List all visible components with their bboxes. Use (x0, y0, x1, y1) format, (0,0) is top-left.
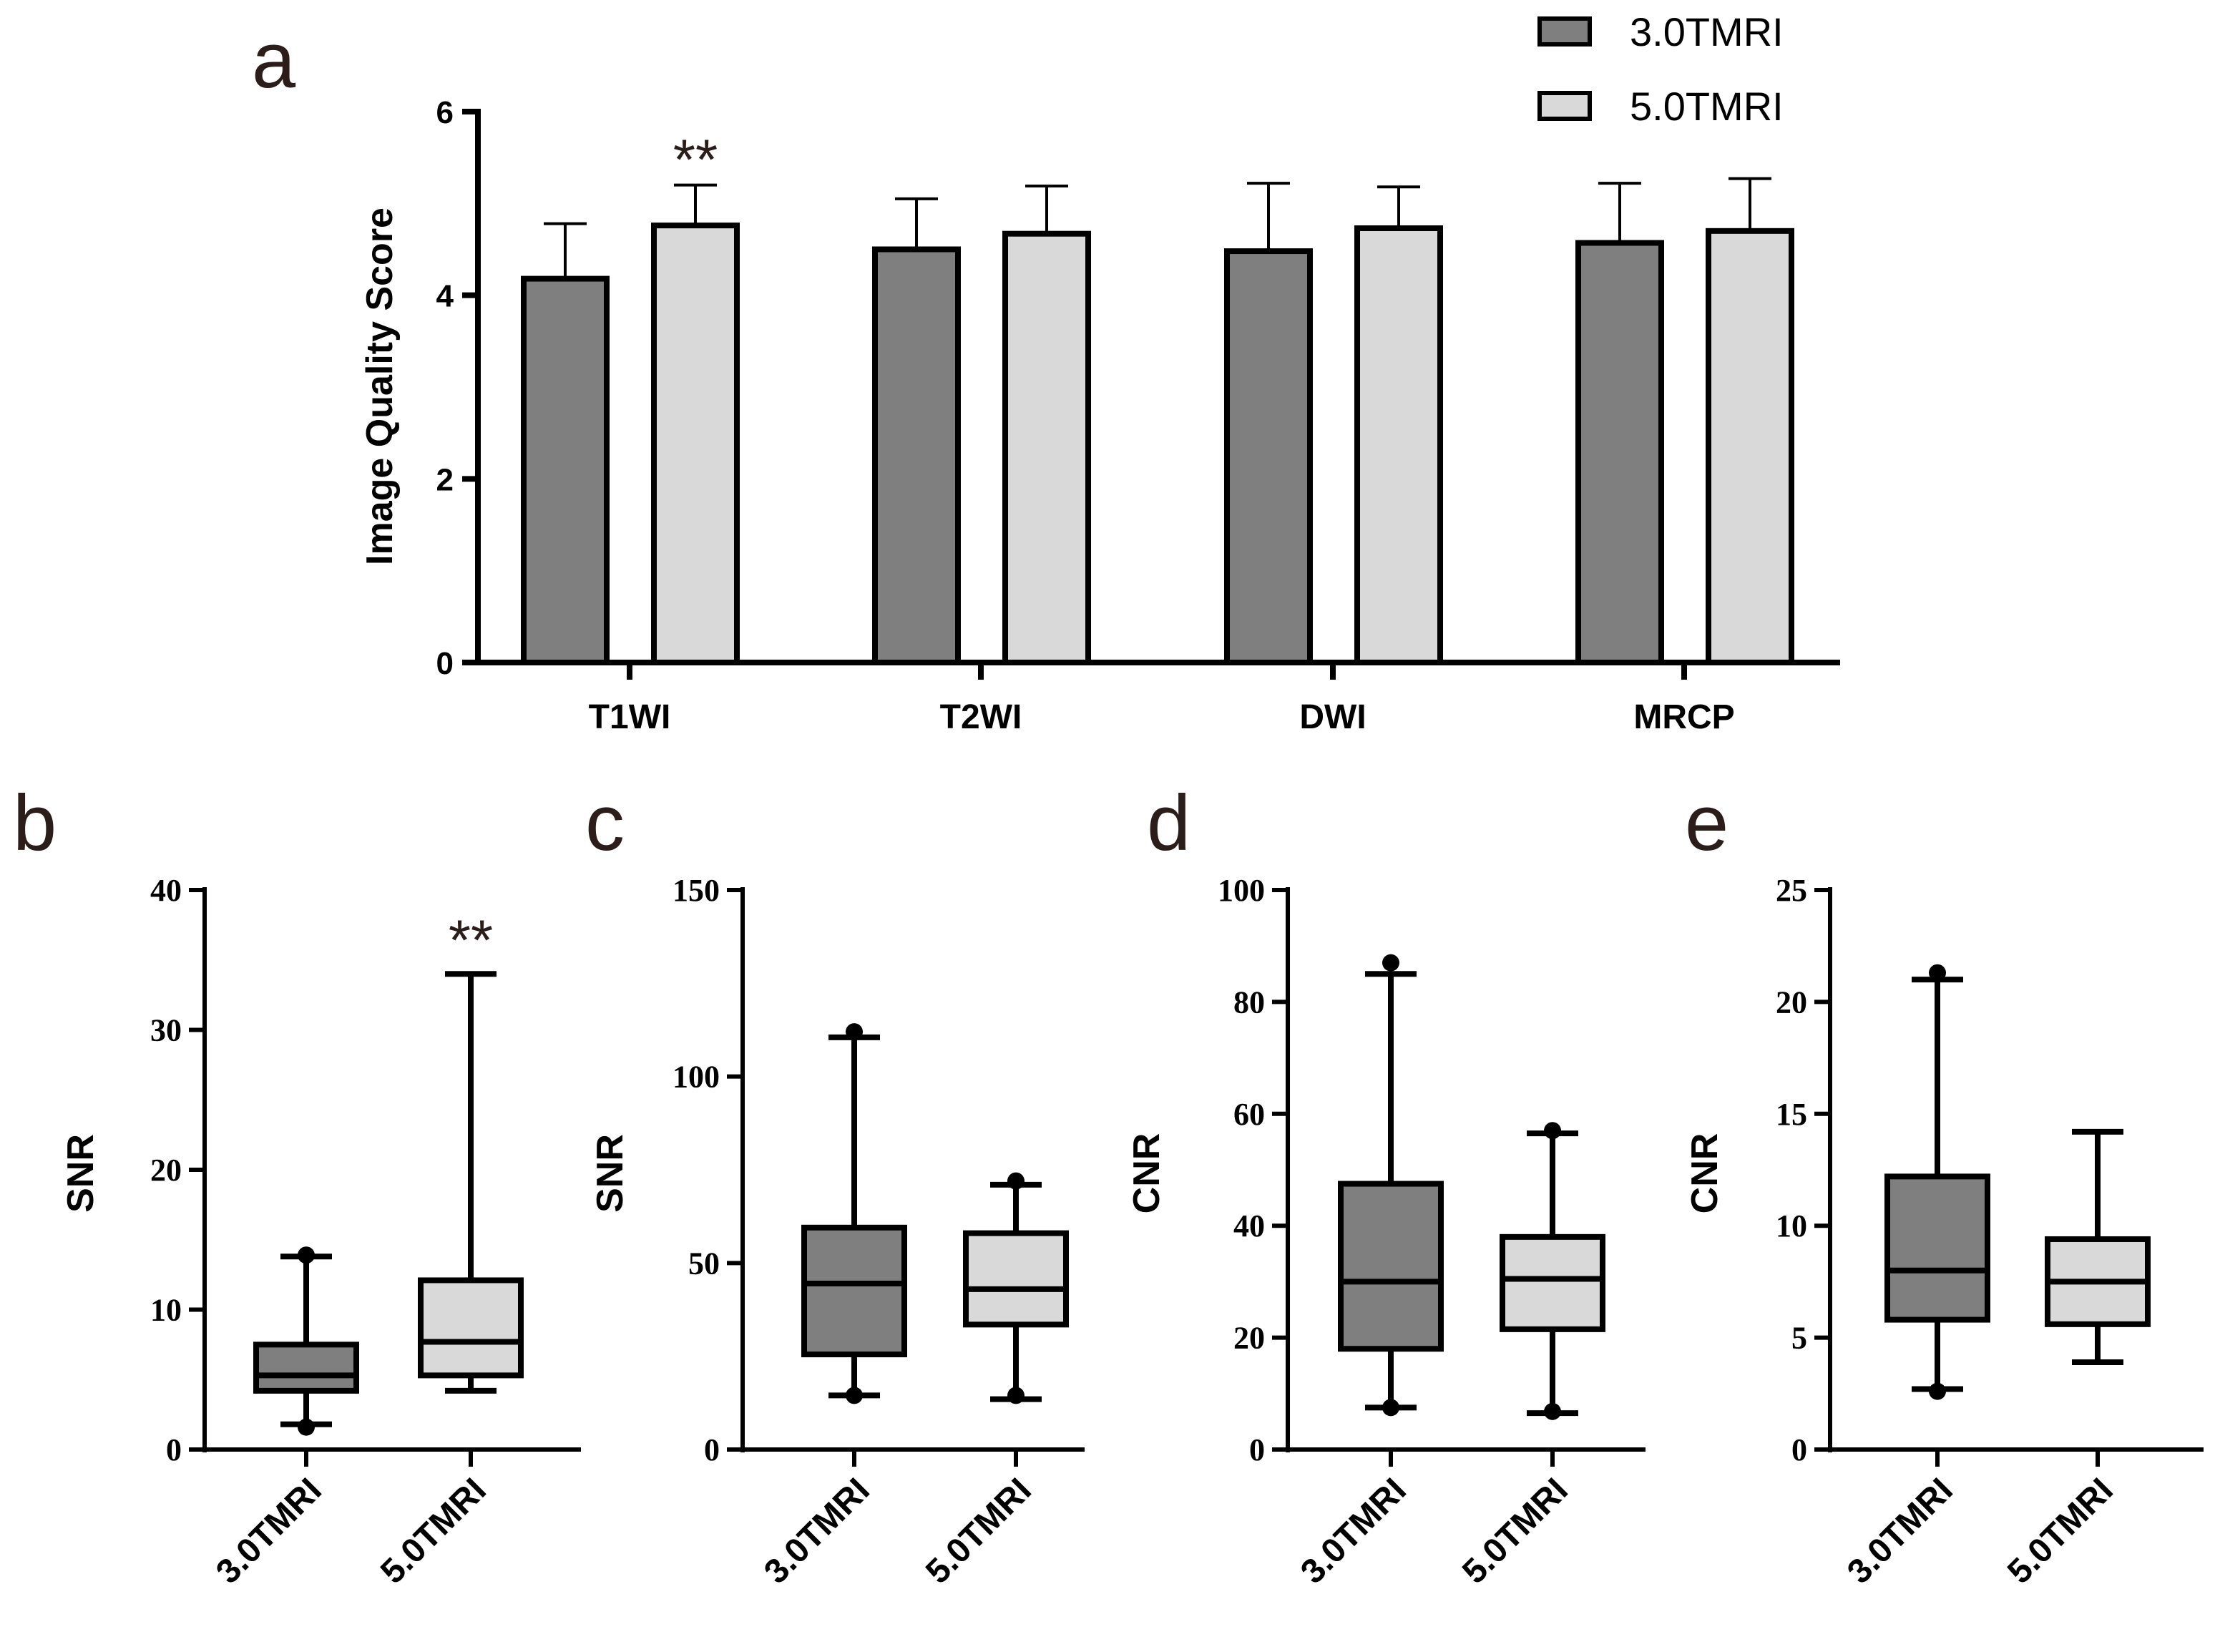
x-tick-label-a: T1WI (589, 698, 671, 736)
panel-letter-a: a (252, 16, 296, 104)
y-axis-label-c: SNR (590, 1134, 631, 1213)
box (1500, 1233, 1605, 1332)
panel-letter-b: b (13, 779, 57, 867)
y-tick-label-a: 6 (436, 95, 454, 130)
y-tick-label: 80 (1233, 984, 1265, 1020)
bar (1354, 225, 1443, 665)
box-chart-panel-b: SNR 0 10 20 30 40 3.0TMRI 5.0TMRI ** (60, 873, 581, 1591)
x-tick-label-a: DWI (1299, 698, 1366, 736)
box (1884, 1173, 1990, 1323)
bar (521, 275, 610, 666)
box (418, 1277, 524, 1379)
x-tick-label-a: MRCP (1633, 698, 1734, 736)
box (1338, 1181, 1444, 1352)
y-tick-label: 10 (150, 1293, 182, 1328)
outlier-point (1544, 1402, 1561, 1420)
y-tick-label: 40 (150, 873, 182, 908)
outlier-point (846, 1023, 863, 1041)
box (253, 1341, 359, 1394)
legend-label-series1: 3.0TMRI (1630, 9, 1784, 54)
outlier-point (298, 1246, 315, 1264)
outlier-point (1382, 1399, 1399, 1417)
outlier-point (1382, 954, 1399, 972)
legend-swatch-series2 (1537, 91, 1592, 121)
x-tick-label: 3.0TMRI (1294, 1471, 1414, 1591)
x-tick-label: 5.0TMRI (2000, 1471, 2121, 1591)
box-chart-panel-c: SNR 0 50 100 150 3.0TMRI 5.0TMRI (590, 873, 1085, 1591)
panel-letter-e: e (1685, 779, 1729, 867)
significance-marker: ** (449, 908, 493, 972)
outlier-point (1544, 1122, 1561, 1140)
box (801, 1224, 907, 1358)
y-axis-label-d: CNR (1126, 1133, 1168, 1214)
outlier-point (1007, 1172, 1025, 1190)
y-tick-label-a: 0 (436, 646, 454, 681)
x-tick-label: 5.0TMRI (919, 1471, 1039, 1591)
y-tick-label: 100 (673, 1060, 720, 1095)
x-tick-label: 5.0TMRI (1455, 1471, 1575, 1591)
outlier-point (1929, 964, 1946, 982)
outlier-point (846, 1387, 863, 1404)
y-tick-label: 10 (1776, 1208, 1807, 1243)
y-axis-label-a: Image Quality Score (359, 207, 401, 565)
bar (651, 223, 740, 665)
bar (1224, 248, 1313, 666)
y-tick-label: 20 (1233, 1321, 1265, 1356)
legend-swatch-series1 (1537, 16, 1592, 47)
bar (1575, 240, 1664, 665)
y-tick-label: 0 (166, 1432, 182, 1467)
y-tick-label-a: 4 (436, 279, 454, 314)
significance-marker-a: ** (673, 128, 718, 192)
outlier-point (1929, 1382, 1946, 1400)
y-tick-label: 30 (150, 1013, 182, 1048)
bar (1002, 230, 1091, 665)
panel-letter-c: c (585, 779, 625, 867)
y-tick-label: 150 (673, 873, 720, 908)
y-tick-label: 0 (704, 1432, 720, 1467)
bar-chart-panel-a: Image Quality Score 3.0TMRI 5.0TMRI 0 2 4 6… (359, 9, 1840, 736)
y-tick-label: 0 (1791, 1432, 1807, 1467)
y-axis-label-b: SNR (60, 1134, 102, 1213)
box (963, 1230, 1069, 1328)
y-tick-label: 5 (1791, 1321, 1807, 1356)
y-tick-label-a: 2 (436, 462, 454, 497)
bar (872, 246, 961, 665)
x-tick-label: 5.0TMRI (373, 1471, 494, 1591)
box-chart-panel-e: CNR 0 5 10 15 20 25 3.0TMRI 5.0TMRI (1684, 873, 2204, 1591)
y-tick-label: 50 (688, 1246, 720, 1281)
y-axis-label-e: CNR (1684, 1133, 1726, 1214)
outlier-point (298, 1418, 315, 1436)
y-tick-label: 40 (1233, 1208, 1265, 1243)
x-tick-label-a: T2WI (940, 698, 1022, 736)
y-tick-label: 15 (1776, 1097, 1807, 1132)
x-tick-label: 3.0TMRI (757, 1471, 877, 1591)
legend-a: 3.0TMRI 5.0TMRI (1537, 9, 1784, 129)
x-tick-label: 3.0TMRI (209, 1471, 329, 1591)
box-chart-panel-d: CNR 0 20 40 60 80 100 3.0TMRI 5.0TMRI (1126, 873, 1646, 1591)
y-tick-label: 25 (1776, 873, 1807, 908)
x-tick-label: 3.0TMRI (1840, 1471, 1960, 1591)
bar (1706, 228, 1794, 666)
y-tick-label: 60 (1233, 1097, 1265, 1132)
legend-label-series2: 5.0TMRI (1630, 84, 1784, 129)
y-tick-label: 20 (1776, 984, 1807, 1020)
y-tick-label: 20 (150, 1153, 182, 1188)
outlier-point (1007, 1387, 1025, 1404)
y-tick-label: 0 (1249, 1432, 1265, 1467)
y-tick-label: 100 (1218, 873, 1265, 908)
panel-letter-d: d (1147, 779, 1190, 867)
